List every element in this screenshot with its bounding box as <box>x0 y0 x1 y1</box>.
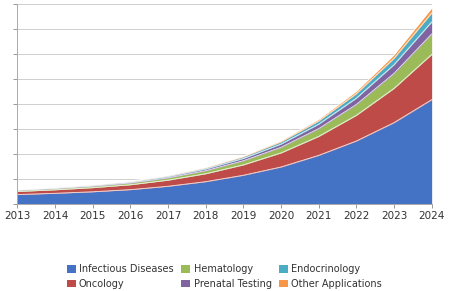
Legend: Infectious Diseases, Oncology, Hematology, Prenatal Testing, Endocrinology, Othe: Infectious Diseases, Oncology, Hematolog… <box>67 265 382 289</box>
